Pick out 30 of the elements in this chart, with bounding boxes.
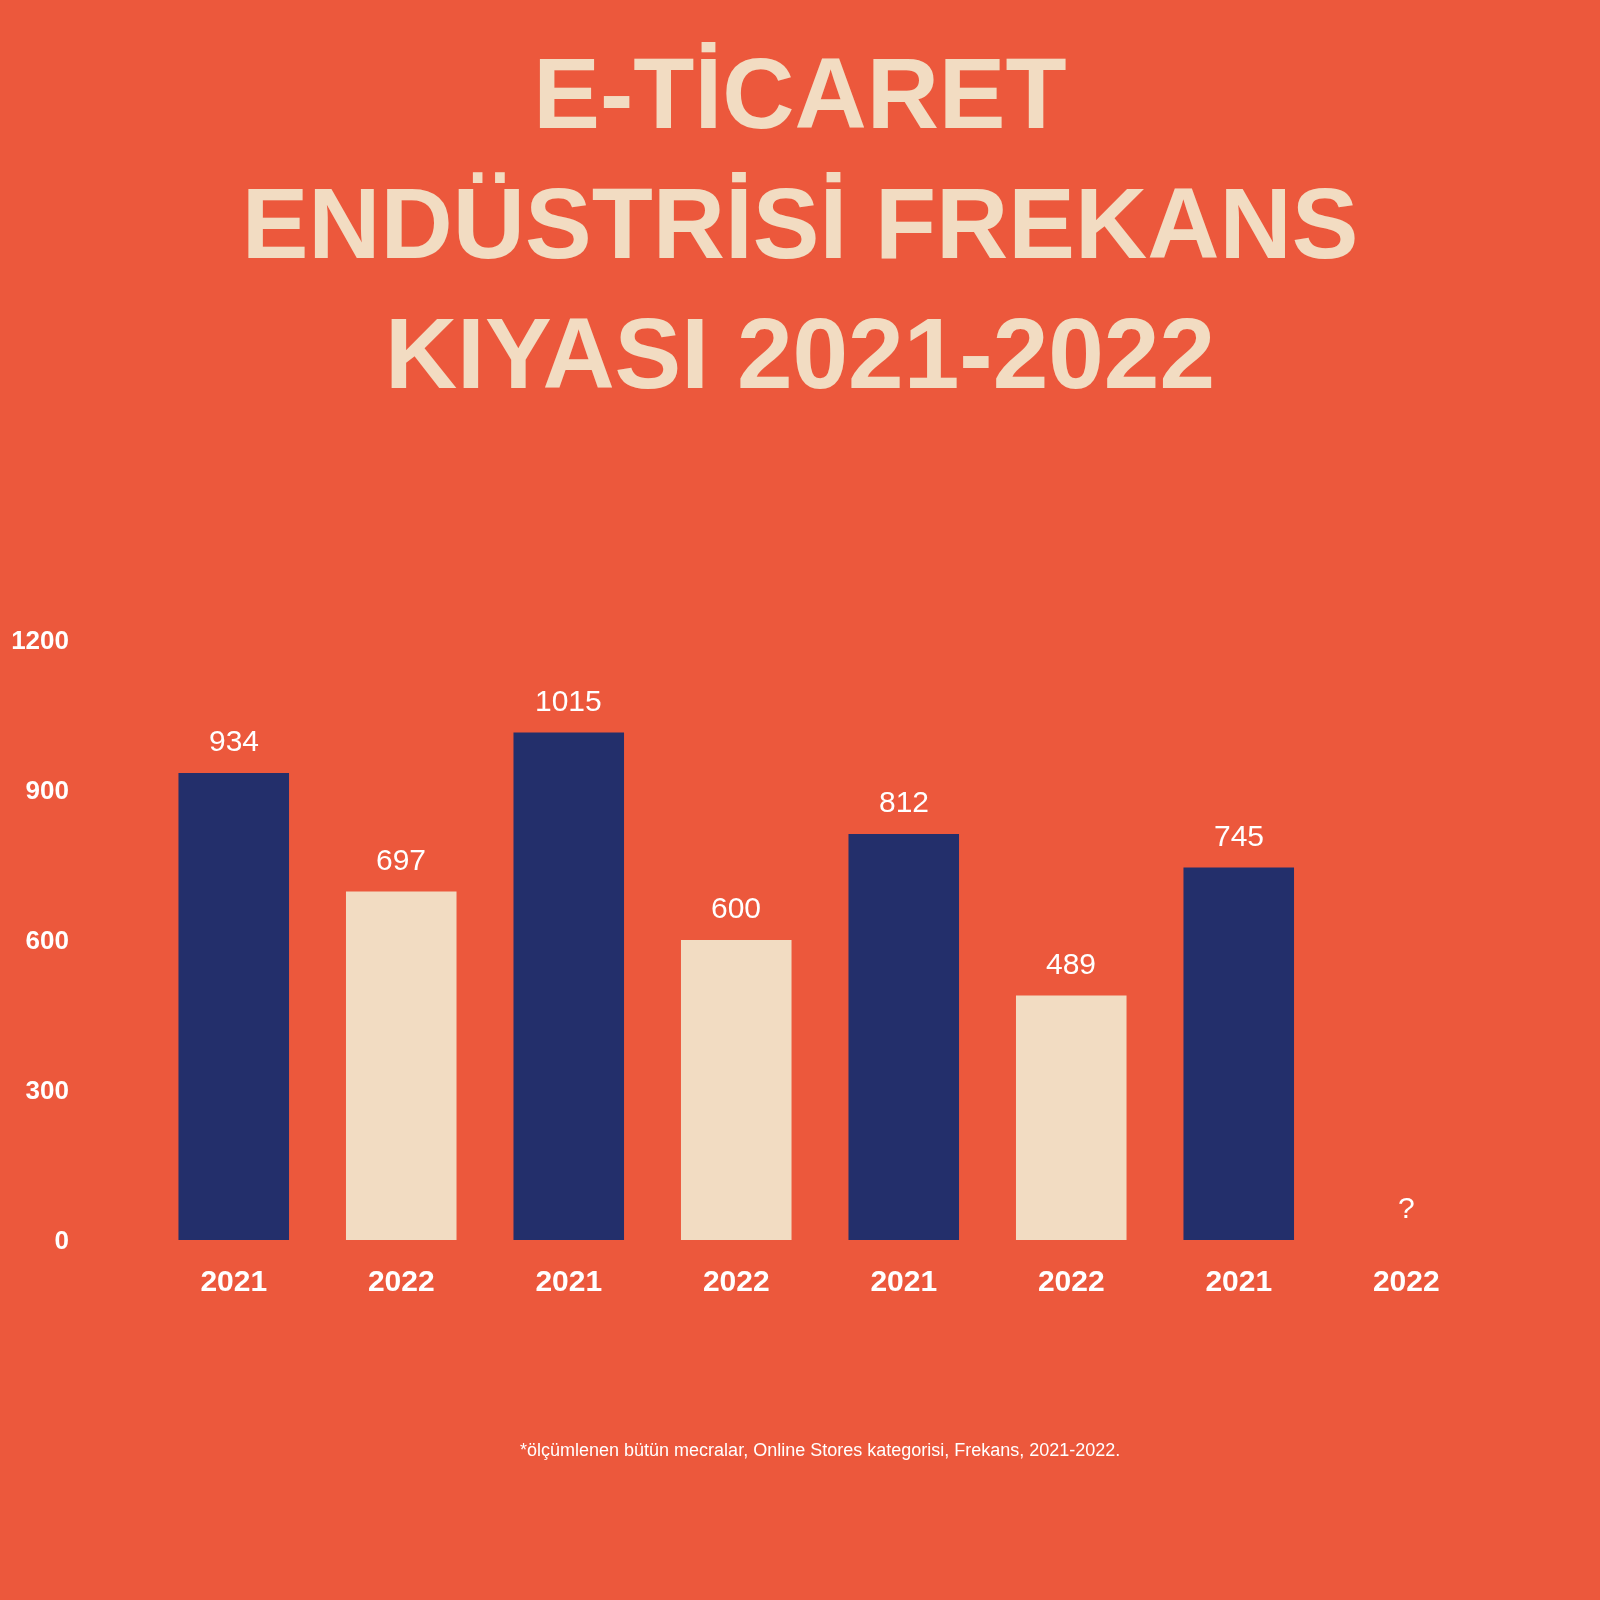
x-tick-label: 2021 xyxy=(200,1264,268,1297)
y-tick-label: 300 xyxy=(25,1075,69,1106)
data-label: 600 xyxy=(711,891,762,924)
text: ? xyxy=(1398,1191,1415,1224)
bar xyxy=(680,940,792,1240)
text: *ölçümlenen bütün mecralar, Online Stores kategorisi, Frekans, 2021-2022. xyxy=(520,1440,1121,1460)
x-tick-label: 2021 xyxy=(870,1264,938,1297)
bar xyxy=(345,891,457,1240)
bar xyxy=(848,834,960,1240)
bar xyxy=(513,732,625,1240)
x-tick-label: 2021 xyxy=(1205,1264,1273,1297)
chart-title: E-TİCARET ENDÜSTRİSİ FREKANS KIYASI 2021-2022 xyxy=(241,37,1359,409)
bar xyxy=(1183,867,1295,1240)
data-label: 812 xyxy=(879,785,930,818)
y-tick-label: 600 xyxy=(25,925,69,956)
x-tick-label: 2021 xyxy=(535,1264,603,1297)
data-label: 489 xyxy=(1046,947,1097,980)
x-tick-label: 2022 xyxy=(1037,1264,1105,1297)
x-tick-label: 2022 xyxy=(1372,1264,1440,1297)
data-label: 745 xyxy=(1214,819,1265,852)
y-tick-label: 900 xyxy=(25,775,69,806)
data-label: 1015 xyxy=(535,684,602,717)
bar xyxy=(1015,995,1127,1240)
x-tick-label: 2022 xyxy=(367,1264,435,1297)
bar xyxy=(178,773,290,1240)
data-label: 934 xyxy=(209,724,260,757)
y-tick-label: 1200 xyxy=(11,625,69,656)
y-tick-label: 0 xyxy=(54,1225,69,1256)
data-label: 697 xyxy=(376,843,427,876)
x-tick-label: 2022 xyxy=(702,1264,770,1297)
